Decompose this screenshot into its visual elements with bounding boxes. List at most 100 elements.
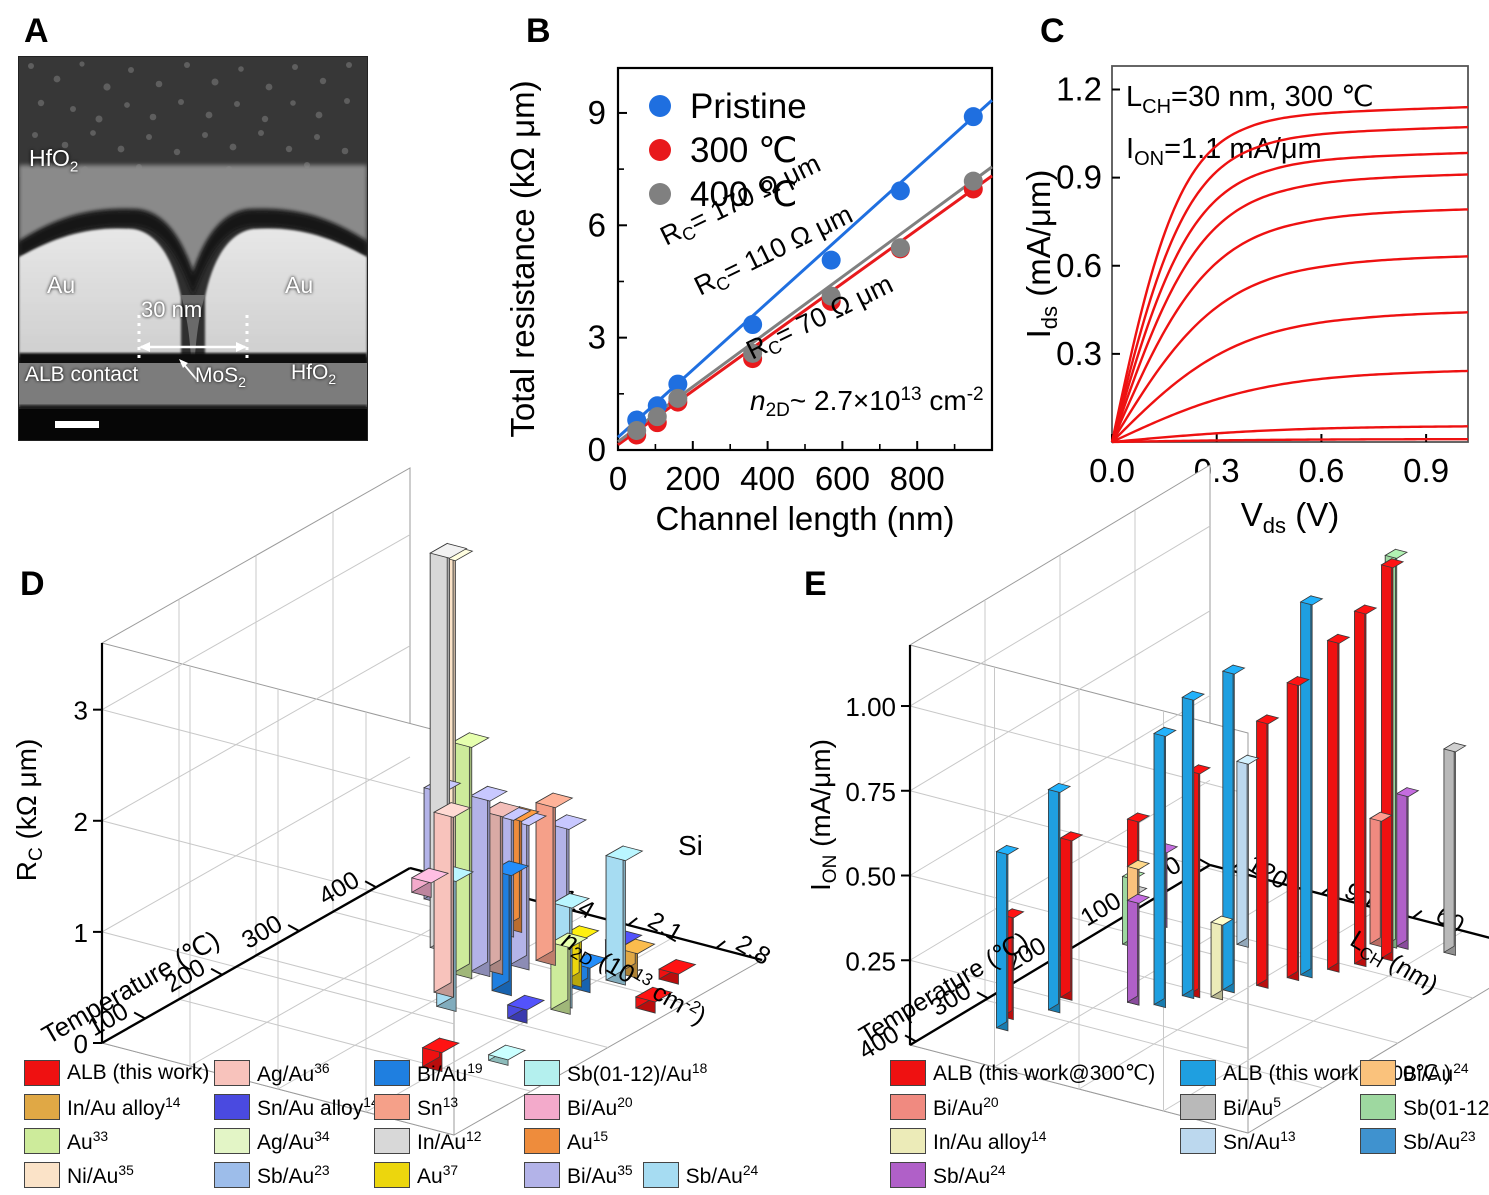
y-axis-title-c: Ids (mA/μm) (1020, 170, 1062, 339)
output-curve-c (1111, 311, 1469, 443)
density-annotation-b: n2D~ 2.7×1013 cm-2 (750, 384, 984, 421)
svg-text:RC (kΩ μm): RC (kΩ μm) (11, 739, 47, 882)
panel-b: B 0 200 400 600 800 0 3 6 9 Channel length (nm) To… (500, 10, 1020, 537)
data-point-b (963, 107, 983, 127)
legend-swatch (24, 1060, 60, 1086)
legend-label: Sb/Au23 (1403, 1127, 1476, 1154)
legend-item: ALB (this work) (24, 1056, 214, 1090)
z-tick-label-svgE: 1.00 (845, 692, 896, 722)
legend-swatch (374, 1128, 410, 1154)
legend-item: In/Au alloy14 (24, 1090, 214, 1124)
legend-swatch (890, 1094, 926, 1120)
legend-label: Sn13 (417, 1093, 459, 1120)
x-tick-label-b: 0 (609, 460, 627, 497)
output-curve-c (1110, 255, 1469, 443)
legend-swatch (374, 1094, 410, 1120)
legend-item: Sn13 (374, 1090, 524, 1124)
legend-swatch (524, 1060, 560, 1086)
legend-item: Sb(01-12)/Au18 (524, 1056, 734, 1090)
bar-3d (410, 867, 450, 898)
bar-3d (1059, 831, 1084, 1001)
legend-label: Ag/Au34 (257, 1127, 330, 1154)
z-tick-label-svgE: 0.50 (845, 862, 896, 892)
svg-text:ION (mA/μm): ION (mA/μm) (805, 739, 841, 891)
z-tick-label-svgE: 0.75 (845, 777, 896, 807)
legend-swatch (890, 1128, 926, 1154)
bar-3d (1395, 786, 1420, 950)
z-tick-label-svgD: 1 (74, 918, 88, 948)
x-tick-label-b: 800 (890, 460, 945, 497)
legend-swatch (214, 1060, 250, 1086)
bar-3d (1299, 595, 1324, 979)
legend-item: Au37 (374, 1158, 524, 1192)
x-tick-label-c: 0.0 (1089, 452, 1135, 489)
legend-label: In/Au alloy14 (67, 1093, 181, 1120)
legend-label: Bi/Au24 (1403, 1059, 1469, 1086)
output-curve-c (1110, 151, 1469, 443)
legend-swatch (374, 1060, 410, 1086)
legend-swatch (214, 1094, 250, 1120)
bar-3d (1210, 915, 1234, 1001)
panel-e-chart: 0.250.500.751.004003002001000120906030IO… (805, 464, 1489, 1134)
bar-3d (506, 994, 546, 1024)
legend-item: Ni/Au35 (24, 1158, 214, 1192)
data-point-b (743, 315, 763, 335)
legend-label: Au33 (67, 1127, 109, 1154)
bar-3d (605, 845, 644, 986)
x-tick-label-b: 200 (665, 460, 720, 497)
legend-item: Bi/Au5 (1180, 1090, 1360, 1124)
legend-item: Au15 (524, 1124, 734, 1158)
bar-3d (1442, 742, 1467, 956)
legend-label: In/Au12 (417, 1127, 482, 1154)
legend-swatch (1180, 1060, 1216, 1086)
panel-e: E 0.250.500.751.004003002001000120906030… (790, 464, 1489, 1134)
bar-3d (658, 958, 697, 985)
legend-swatch (1360, 1094, 1396, 1120)
legend-item: In/Au alloy14 (890, 1124, 1180, 1158)
legend-swatch (374, 1162, 410, 1188)
z-tick-label-svgE: 0.25 (845, 946, 896, 976)
y-tick-label-b: 6 (588, 206, 606, 243)
panel-c-label: C (1040, 12, 1065, 50)
z-tick-label-svgD: 0 (74, 1029, 88, 1059)
x-tick-label-b: 600 (815, 460, 870, 497)
legend-label: Sn/Au13 (1223, 1127, 1296, 1154)
data-point-b (963, 171, 983, 191)
legend-swatch (24, 1162, 60, 1188)
legend-label: Sn/Au alloy14 (257, 1093, 379, 1120)
legend-label: In/Au alloy14 (933, 1127, 1047, 1154)
legend-item: Sb/Au23 (1360, 1124, 1489, 1158)
output-curve-c (1110, 173, 1469, 443)
bar-3d (535, 792, 574, 966)
label-au-left: Au (47, 272, 76, 298)
output-curve-c (1111, 369, 1469, 444)
legend-label: Sb/Au24 (685, 1161, 759, 1188)
tem-image: HfO2 Au Au 30 nm ALB contact MoS2 HfO2 (18, 56, 368, 441)
x-axis-svgD (101, 866, 411, 1045)
bar-3d (1181, 690, 1206, 1000)
z-axis-title-e: ION (mA/μm) (805, 739, 841, 891)
legend-marker-b (649, 139, 671, 161)
legend-label: Bi/Au19 (417, 1059, 483, 1086)
bar-3d (1047, 782, 1072, 1014)
panel-d-legend: ALB (this work) Ag/Au36 Bi/Au19 Sb(01-12)/A… (24, 1056, 764, 1192)
bar-3d (1235, 754, 1260, 948)
bar-3d (451, 732, 490, 980)
bar-3d (995, 844, 1020, 1032)
panel-d-chart: 01231002003004000.71.42.12.8RC (kΩ μm)Te… (11, 467, 775, 1136)
data-point-b (821, 286, 841, 306)
panel-b-chart: 0 200 400 600 800 0 3 6 9 Channel length (nm) Tota… (504, 66, 994, 537)
legend-swatch (524, 1162, 560, 1188)
legend-swatch (1180, 1094, 1216, 1120)
label-hfo2-top: HfO2 (29, 145, 79, 176)
legend-label: Bi/Au35 (567, 1161, 633, 1188)
panel-e-label: E (804, 565, 827, 603)
legend-label: Sb/Au24 (933, 1161, 1006, 1188)
y-tick-label-b: 0 (588, 431, 606, 468)
legend-label-b: 400 ℃ (690, 175, 797, 214)
x-tick-label-c: 0.6 (1298, 452, 1344, 489)
data-point-b (890, 238, 910, 258)
output-curve-c (1110, 125, 1469, 443)
bar-3d (1369, 811, 1393, 948)
